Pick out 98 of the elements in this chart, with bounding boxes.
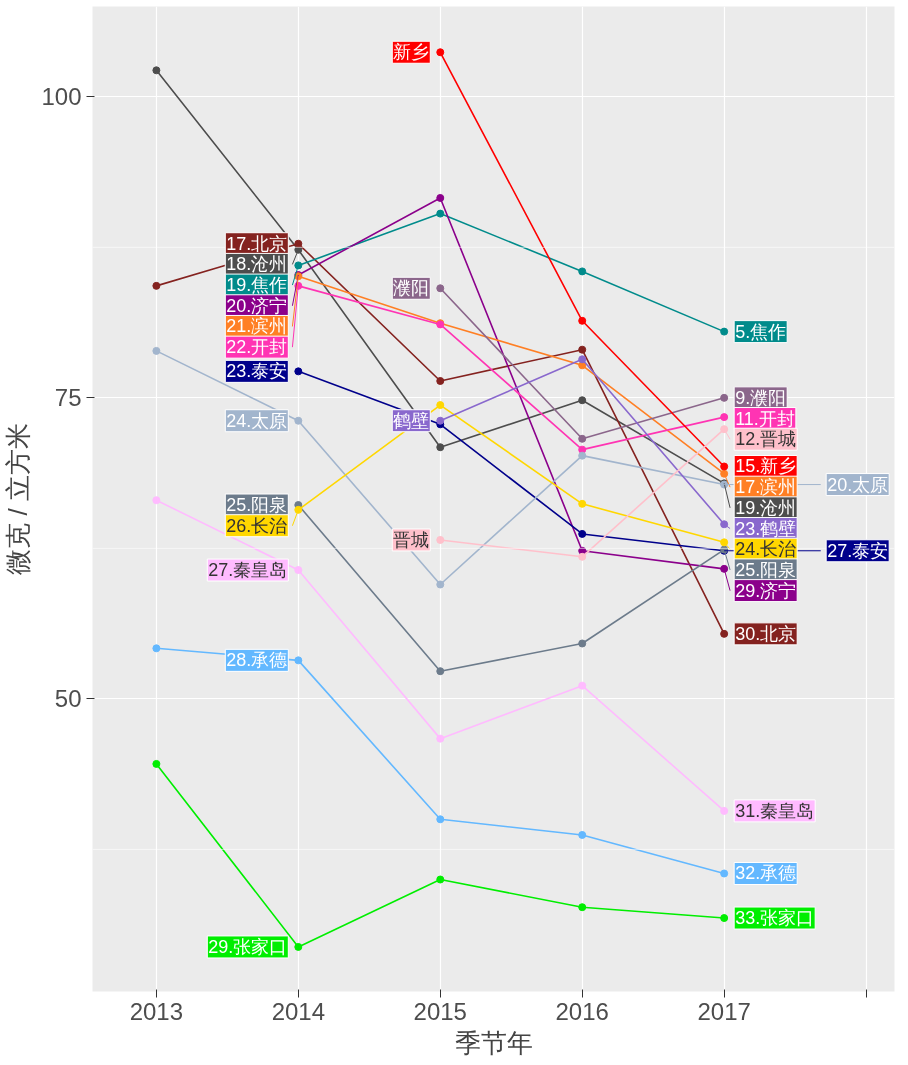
point: [436, 416, 445, 425]
y-tick-label: 75: [54, 384, 82, 412]
x-tick-label: 2015: [413, 997, 467, 1025]
point: [436, 734, 445, 743]
y-tick-label: 50: [54, 685, 82, 713]
point: [436, 209, 445, 218]
point: [578, 445, 587, 454]
point: [578, 903, 587, 912]
annotation: 29.张家口: [208, 936, 288, 957]
point: [720, 327, 729, 336]
annotation: 17.北京: [226, 233, 288, 254]
point: [578, 345, 587, 354]
point: [152, 346, 161, 355]
point: [152, 496, 161, 505]
point: [720, 425, 729, 434]
annotation: 28.承德: [226, 650, 288, 671]
point: [436, 48, 445, 57]
point: [152, 281, 161, 290]
annotation: 9.濮阳: [735, 387, 787, 408]
annotation: 20.济宁: [226, 295, 288, 316]
point: [436, 580, 445, 589]
point: [436, 377, 445, 385]
point: [294, 416, 303, 425]
annotation: 24.太原: [226, 410, 288, 431]
point: [578, 267, 587, 276]
point: [436, 193, 445, 202]
point: [578, 451, 587, 460]
point: [294, 367, 303, 376]
point: [720, 914, 729, 923]
point: [436, 667, 445, 676]
annotation: 24.长治: [735, 539, 797, 560]
x-tick-label: 2014: [271, 997, 326, 1025]
point: [436, 284, 445, 293]
annotation: 5.焦作: [735, 321, 787, 342]
annotation: 23.鹤壁: [735, 518, 797, 539]
point: [294, 239, 303, 248]
point: [294, 656, 303, 665]
annotation: 11.开封: [735, 408, 795, 429]
point: [294, 566, 303, 575]
point: [720, 629, 729, 638]
annotation: 23.泰安: [226, 361, 288, 382]
point: [436, 875, 445, 884]
x-tick-label: 2013: [129, 997, 184, 1025]
annotation: 31.秦皇岛: [735, 800, 815, 821]
annotation: 12.晋城: [735, 429, 797, 450]
point: [720, 393, 729, 402]
annotation: 晋城: [393, 529, 430, 550]
y-axis-title: 微克 / 立方米: [3, 423, 34, 575]
point: [436, 815, 445, 824]
annotation: 30.北京: [735, 623, 797, 644]
point: [720, 469, 729, 478]
annotation: 26.长治: [226, 515, 288, 536]
annotation: 19.沧州: [735, 497, 797, 518]
annotation: 20.太原: [827, 474, 889, 495]
annotation: 17.滨州: [735, 477, 797, 498]
x-axis-title: 季节年: [454, 1027, 533, 1058]
annotation: 33.张家口: [735, 908, 815, 929]
annotation: 27.秦皇岛: [208, 560, 288, 581]
annotation: 新乡: [393, 42, 430, 63]
point: [720, 564, 729, 573]
point: [720, 869, 729, 878]
x-tick-label: 2016: [555, 997, 609, 1025]
point: [578, 316, 587, 325]
annotation: 鹤壁: [393, 410, 430, 431]
point: [578, 830, 587, 839]
point: [152, 644, 161, 653]
point: [436, 401, 445, 410]
point: [578, 681, 587, 690]
annotation: 15.新乡: [735, 456, 797, 477]
point: [720, 462, 729, 471]
point: [578, 396, 587, 405]
annotation: 濮阳: [393, 278, 430, 299]
annotation: 22.开封: [226, 337, 288, 358]
annotation: 25.阳泉: [226, 495, 288, 516]
point: [152, 66, 161, 75]
point: [578, 639, 587, 648]
point: [436, 443, 445, 452]
point: [578, 529, 587, 538]
point: [578, 499, 587, 508]
annotation: 32.承德: [735, 863, 797, 884]
point: [436, 535, 445, 544]
point: [294, 261, 303, 270]
annotation: 21.滨州: [226, 316, 288, 337]
point: [578, 552, 587, 561]
annotation: 18.沧州: [226, 254, 288, 275]
annotation: 25.阳泉: [735, 559, 797, 580]
point: [578, 355, 587, 364]
point: [294, 942, 303, 951]
point: [152, 759, 161, 768]
point: [720, 806, 729, 815]
annotation: 19.焦作: [226, 275, 288, 296]
annotation: 27.泰安: [827, 540, 889, 561]
point: [578, 434, 587, 443]
point: [294, 505, 303, 514]
x-tick-label: 2017: [697, 997, 751, 1025]
annotation: 29.济宁: [735, 580, 797, 601]
y-tick-label: 100: [41, 83, 82, 111]
point: [720, 413, 729, 422]
